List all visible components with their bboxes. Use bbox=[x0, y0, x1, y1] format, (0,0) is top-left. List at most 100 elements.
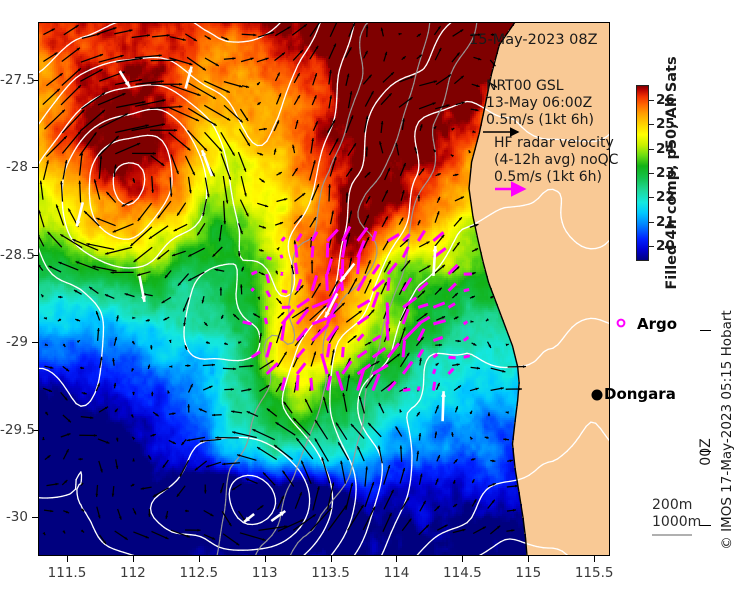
contour-segment bbox=[57, 131, 63, 138]
contour-segment bbox=[354, 474, 357, 481]
contour-segment bbox=[394, 331, 398, 337]
contour-segment bbox=[166, 111, 173, 117]
contour-segment bbox=[387, 250, 392, 257]
contour-segment bbox=[75, 474, 80, 481]
contour-segment bbox=[194, 145, 199, 152]
contour-segment bbox=[57, 92, 63, 99]
contour-segment bbox=[309, 440, 315, 447]
contour-segment bbox=[365, 190, 369, 195]
contour-segment bbox=[180, 231, 187, 236]
contour-segment bbox=[239, 312, 244, 317]
contour-segment bbox=[392, 522, 397, 529]
contour-segment bbox=[315, 173, 318, 180]
contour-segment bbox=[376, 493, 379, 500]
contour-segment bbox=[146, 221, 152, 227]
contour-segment bbox=[599, 245, 604, 248]
contour-segment bbox=[359, 31, 363, 38]
contour-segment bbox=[208, 31, 216, 37]
contour-segment bbox=[409, 407, 413, 411]
contour-segment bbox=[385, 88, 389, 91]
contour-segment bbox=[189, 102, 196, 108]
contour-segment bbox=[486, 485, 492, 490]
contour-segment bbox=[523, 364, 528, 367]
contour-segment bbox=[104, 91, 111, 95]
contour-segment bbox=[294, 350, 298, 355]
contour-segment bbox=[396, 326, 399, 333]
colorbar-tick bbox=[649, 221, 654, 223]
contour-segment bbox=[132, 197, 139, 204]
contour-segment bbox=[418, 69, 424, 73]
contour-segment bbox=[289, 231, 294, 237]
contour-segment bbox=[235, 297, 238, 304]
contour-segment bbox=[368, 111, 372, 119]
contour-segment bbox=[194, 278, 199, 284]
contour-segment bbox=[143, 173, 146, 180]
contour-segment bbox=[199, 440, 206, 445]
contour-segment bbox=[199, 155, 203, 161]
contour-segment bbox=[118, 266, 125, 269]
contour-segment bbox=[375, 175, 381, 182]
bathymetry-contour-layer bbox=[216, 22, 478, 556]
contour-segment bbox=[61, 126, 67, 133]
contour-segment bbox=[233, 512, 239, 519]
contour-segment bbox=[413, 77, 416, 85]
contour-segment bbox=[328, 517, 331, 521]
contour-segment bbox=[406, 421, 410, 428]
contour-segment bbox=[161, 85, 168, 89]
contour-segment bbox=[359, 201, 363, 205]
contour-segment bbox=[375, 278, 379, 284]
contour-segment bbox=[337, 146, 341, 151]
contour-segment bbox=[270, 126, 275, 133]
contour-segment bbox=[419, 280, 425, 285]
contour-segment bbox=[204, 84, 211, 89]
y-tick bbox=[32, 342, 38, 344]
contour-segment bbox=[100, 312, 104, 319]
contour-segment bbox=[108, 233, 115, 238]
contour-segment bbox=[281, 402, 285, 409]
contour-segment bbox=[331, 502, 334, 509]
contour-segment bbox=[70, 78, 76, 83]
contour-segment bbox=[246, 437, 250, 444]
contour-segment bbox=[118, 164, 123, 168]
contour-segment bbox=[322, 391, 325, 398]
contour-segment bbox=[157, 207, 163, 214]
contour-segment bbox=[499, 481, 506, 484]
contour-segment bbox=[408, 484, 411, 490]
contour-segment bbox=[371, 374, 374, 377]
contour-segment bbox=[344, 129, 347, 134]
contour-segment bbox=[581, 426, 587, 433]
contour-segment bbox=[504, 538, 511, 541]
map-plot-area[interactable] bbox=[38, 22, 610, 556]
contour-segment bbox=[213, 265, 220, 268]
contour-segment bbox=[416, 169, 420, 176]
contour-segment bbox=[323, 307, 327, 311]
contour-segment bbox=[65, 389, 71, 395]
contour-segment bbox=[80, 135, 86, 142]
contour-segment bbox=[359, 541, 363, 548]
contour-segment bbox=[390, 531, 392, 535]
contour-segment bbox=[156, 56, 163, 59]
contour-segment bbox=[428, 274, 433, 278]
contour-segment bbox=[361, 383, 365, 389]
contour-segment bbox=[161, 202, 166, 209]
contour-segment bbox=[70, 488, 77, 494]
contour-segment bbox=[195, 442, 201, 447]
contour-segment bbox=[234, 212, 238, 219]
contour-segment bbox=[330, 160, 334, 167]
contour-segment bbox=[56, 49, 63, 56]
contour-segment bbox=[251, 38, 258, 41]
contour-segment bbox=[365, 273, 369, 278]
contour-segment bbox=[251, 474, 258, 478]
contour-segment bbox=[494, 114, 502, 118]
contour-segment bbox=[566, 445, 573, 452]
contour-segment bbox=[453, 235, 458, 242]
side-tick-mid bbox=[700, 451, 711, 452]
contour-segment bbox=[366, 121, 369, 125]
contour-segment bbox=[175, 118, 180, 123]
contour-segment bbox=[98, 374, 101, 381]
contour-segment bbox=[364, 308, 368, 314]
contour-segment bbox=[428, 112, 435, 116]
contour-segment bbox=[314, 178, 317, 185]
side-tick-lower bbox=[700, 525, 711, 526]
contour-segment bbox=[423, 545, 426, 549]
